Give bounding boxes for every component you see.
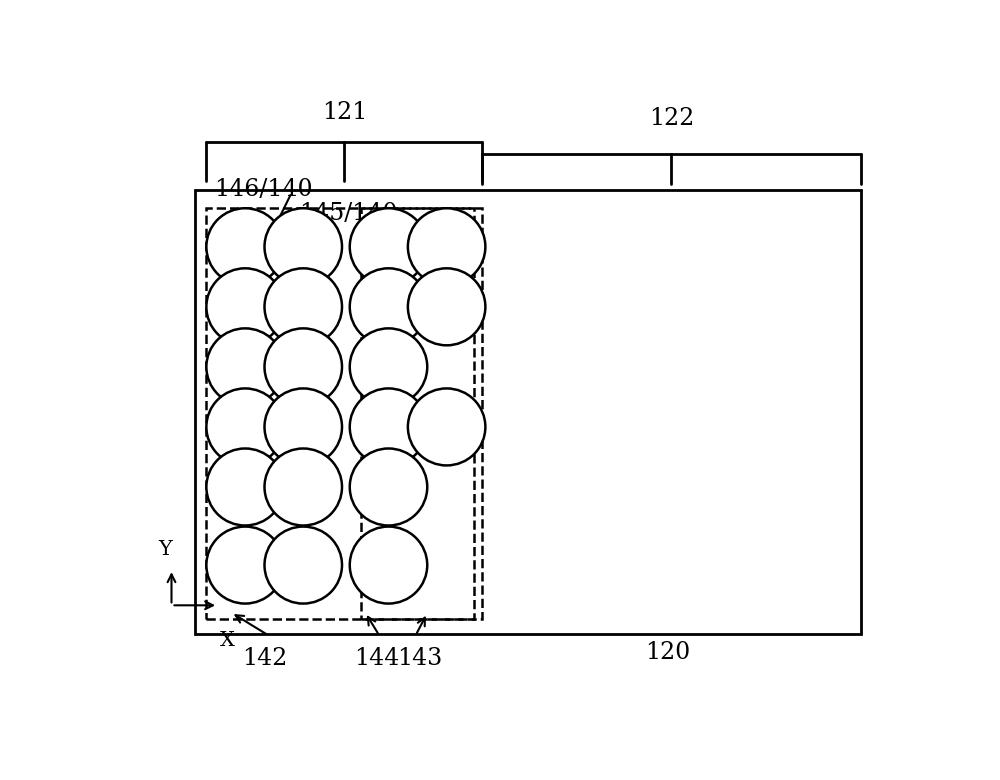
Ellipse shape	[350, 208, 427, 285]
Ellipse shape	[206, 388, 284, 466]
Bar	[206, 207, 474, 619]
Ellipse shape	[350, 448, 427, 526]
Ellipse shape	[408, 268, 485, 346]
Ellipse shape	[408, 388, 485, 466]
Ellipse shape	[206, 448, 284, 526]
Text: Y: Y	[158, 540, 172, 559]
Ellipse shape	[206, 526, 284, 604]
Text: 122: 122	[649, 107, 694, 129]
Bar	[195, 190, 861, 634]
Ellipse shape	[264, 388, 342, 466]
Ellipse shape	[350, 268, 427, 346]
Ellipse shape	[264, 448, 342, 526]
Ellipse shape	[206, 328, 284, 406]
Ellipse shape	[264, 328, 342, 406]
Ellipse shape	[350, 328, 427, 406]
Ellipse shape	[264, 208, 342, 285]
Text: X: X	[220, 631, 235, 651]
Ellipse shape	[350, 388, 427, 466]
Text: 144: 144	[354, 647, 400, 670]
Ellipse shape	[206, 208, 284, 285]
Ellipse shape	[206, 268, 284, 346]
Text: 142: 142	[242, 647, 287, 670]
Text: 120: 120	[645, 640, 690, 664]
Text: 121: 121	[322, 101, 367, 123]
Ellipse shape	[264, 526, 342, 604]
Text: 143: 143	[397, 647, 442, 670]
Ellipse shape	[350, 526, 427, 604]
Text: 146/140: 146/140	[214, 178, 313, 201]
Text: 145/140: 145/140	[299, 202, 398, 225]
Bar	[361, 207, 482, 619]
Ellipse shape	[408, 208, 485, 285]
Ellipse shape	[264, 268, 342, 346]
